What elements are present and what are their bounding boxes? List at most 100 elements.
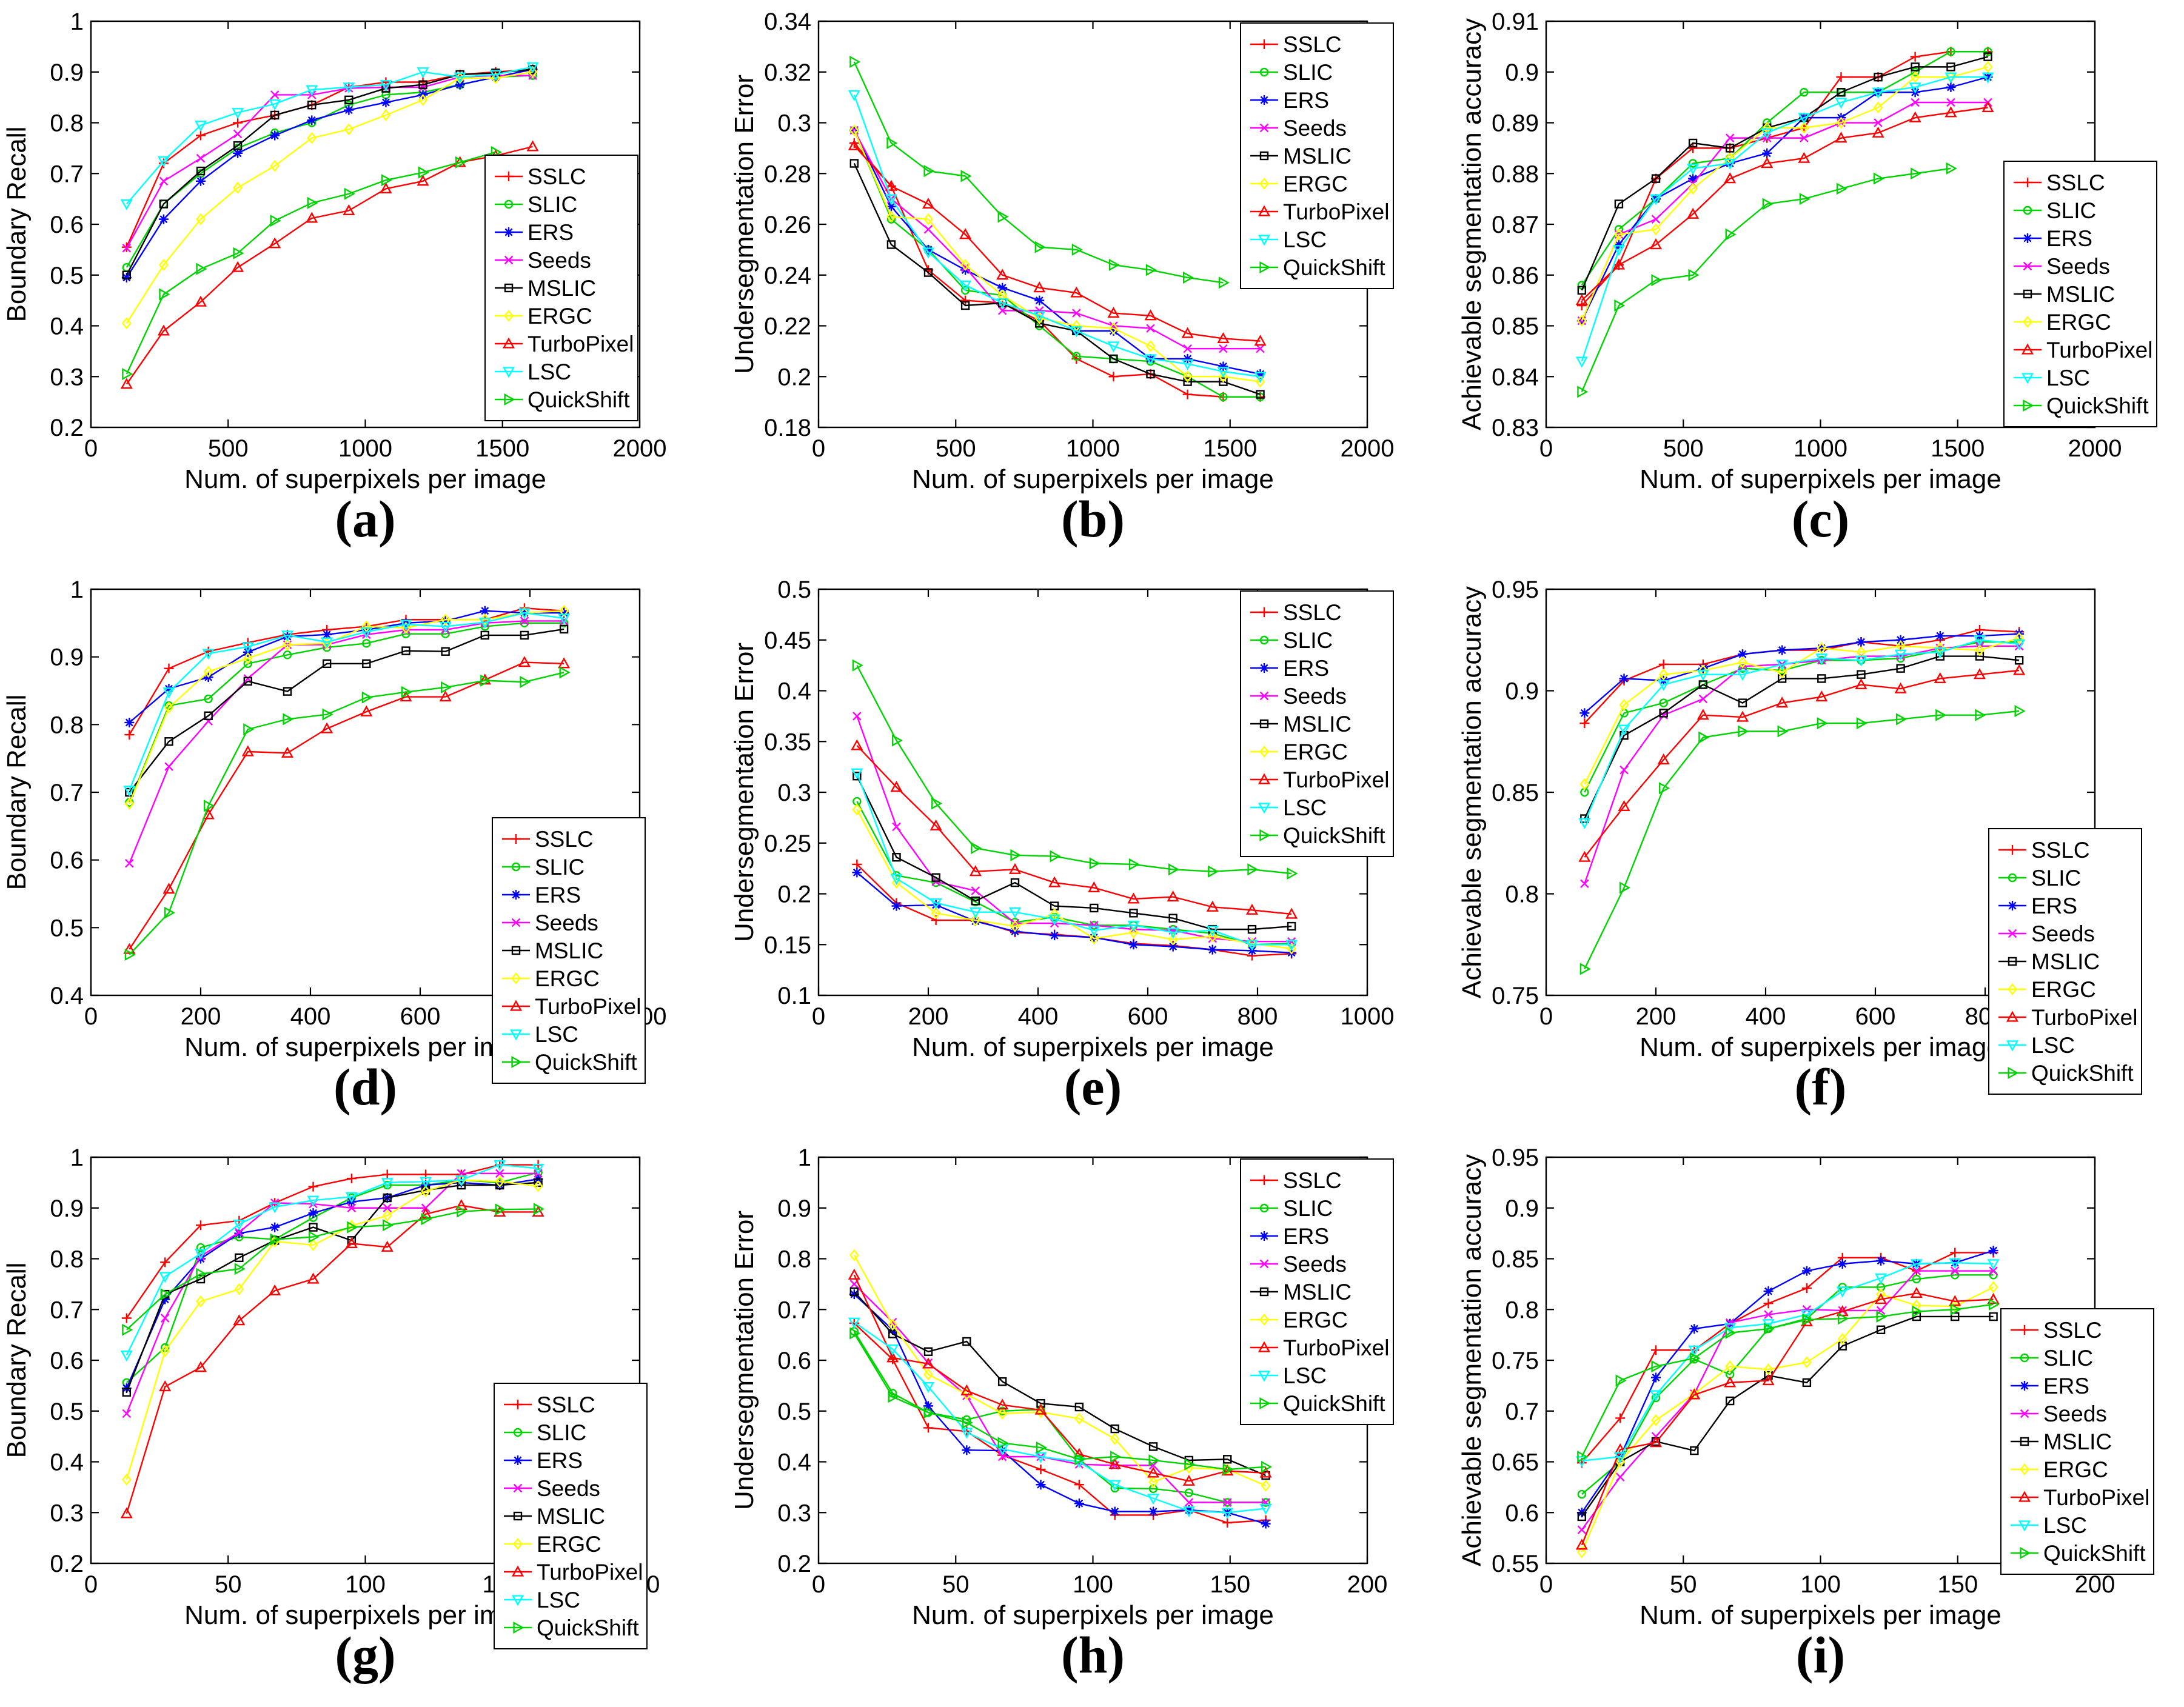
series-MSLIC <box>1577 52 1992 295</box>
legend-label-ERS: ERS <box>537 1448 583 1473</box>
svg-text:400: 400 <box>1746 1003 1786 1030</box>
svg-text:400: 400 <box>290 1003 331 1030</box>
legend: SSLC SLIC ERS Seeds MSLIC ERGC TurboPixel LSC Qu… <box>484 155 638 421</box>
chart-svg-d: 020040060080010000.40.50.60.70.80.91Num.… <box>2 576 666 1116</box>
legend-label-SLIC: SLIC <box>2046 198 2096 223</box>
legend-label-SLIC: SLIC <box>1283 628 1333 653</box>
subplot-e: 0 200 400 600 800 1000 0.1 0.15 0.2 0.25 0.3 0.35 0.… <box>728 568 1455 1136</box>
legend-label-Seeds: Seeds <box>1283 684 1347 709</box>
legend-label-ERS: ERS <box>1283 88 1329 113</box>
svg-text:0.7: 0.7 <box>1505 1398 1539 1425</box>
legend-label-MSLIC: MSLIC <box>2046 282 2115 307</box>
svg-text:0.5: 0.5 <box>50 915 84 941</box>
legend-label-ERS: ERS <box>2043 1374 2089 1398</box>
svg-text:0.9: 0.9 <box>1505 1195 1539 1222</box>
legend: SSLC SLIC ERS Seeds MSLIC ERGC TurboPixel LSC Qu… <box>1988 828 2142 1095</box>
svg-text:0.9: 0.9 <box>1505 59 1539 86</box>
svg-text:1: 1 <box>798 1144 811 1171</box>
svg-text:0.3: 0.3 <box>777 780 811 806</box>
subplot-caption-i: (i) <box>1796 1626 1845 1684</box>
x-axis-ticks: 0 500 1000 1500 2000 <box>1539 21 2122 462</box>
svg-text:0.28: 0.28 <box>764 161 811 187</box>
svg-text:2000: 2000 <box>1341 435 1395 462</box>
legend-label-MSLIC: MSLIC <box>535 938 603 963</box>
chart-svg-f: 020040060080010000.750.80.850.90.95Num. … <box>1457 576 2142 1116</box>
legend-label-ERGC: ERGC <box>1283 172 1348 196</box>
svg-text:0.26: 0.26 <box>764 212 811 238</box>
legend-label-LSC: LSC <box>1283 1363 1327 1388</box>
legend-label-Seeds: Seeds <box>528 248 591 273</box>
svg-text:0.6: 0.6 <box>777 1348 811 1374</box>
svg-text:0.9: 0.9 <box>50 644 84 671</box>
subplot-caption-g: (g) <box>335 1626 395 1684</box>
legend-label-LSC: LSC <box>2031 1033 2075 1058</box>
subplot-b: 0 500 1000 1500 2000 0.18 0.2 0.22 0.24 0.26 0.28 0… <box>728 0 1455 568</box>
series-QuickShift <box>122 146 502 381</box>
svg-text:50: 50 <box>215 1571 242 1598</box>
svg-text:0: 0 <box>84 435 98 462</box>
x-axis-label: Num. of superpixels per image <box>912 1600 1274 1630</box>
svg-text:0.6: 0.6 <box>1505 1500 1539 1526</box>
svg-text:800: 800 <box>1238 1003 1278 1030</box>
legend-label-LSC: LSC <box>1283 227 1327 252</box>
legend-label-QuickShift: QuickShift <box>2043 1541 2146 1566</box>
legend-label-MSLIC: MSLIC <box>537 1504 605 1529</box>
svg-text:0.2: 0.2 <box>777 1551 811 1577</box>
svg-text:0.2: 0.2 <box>50 415 84 441</box>
svg-text:0: 0 <box>812 1571 825 1598</box>
svg-text:200: 200 <box>1347 1571 1388 1598</box>
svg-text:0.2: 0.2 <box>777 364 811 390</box>
legend: SSLC SLIC ERS Seeds MSLIC ERGC TurboPixel LSC Qu… <box>1240 22 1394 289</box>
series-SLIC <box>125 618 569 807</box>
series-QuickShift <box>1577 1298 2000 1463</box>
series-TurboPixel <box>848 1268 1272 1486</box>
legend-label-Seeds: Seeds <box>2031 921 2095 946</box>
series-LSC <box>123 608 571 797</box>
svg-text:0.5: 0.5 <box>777 576 811 603</box>
legend-label-QuickShift: QuickShift <box>537 1615 639 1640</box>
svg-text:0: 0 <box>812 1003 825 1030</box>
series-ERS <box>121 64 538 282</box>
svg-text:200: 200 <box>908 1003 949 1030</box>
svg-text:0.25: 0.25 <box>764 830 811 857</box>
series-SSLC <box>849 1318 1271 1528</box>
svg-text:0.34: 0.34 <box>764 8 811 35</box>
chart-svg-g: 0501001502000.20.30.40.50.60.70.80.91Num… <box>2 1144 660 1684</box>
chart-svg-c: 0 500 1000 1500 2000 0.83 0.84 0.85 0.86 0.87 0.88… <box>1457 8 2157 548</box>
svg-text:0: 0 <box>812 435 825 462</box>
svg-text:1500: 1500 <box>1203 435 1257 462</box>
series-MSLIC <box>849 1287 1270 1480</box>
legend-label-SLIC: SLIC <box>537 1420 586 1445</box>
svg-text:0.89: 0.89 <box>1492 110 1539 137</box>
svg-text:0.75: 0.75 <box>1492 983 1539 1009</box>
legend-label-MSLIC: MSLIC <box>1283 144 1352 169</box>
legend-label-QuickShift: QuickShift <box>535 1050 637 1075</box>
svg-text:100: 100 <box>1800 1571 1841 1598</box>
subplot-caption-h: (h) <box>1061 1626 1125 1684</box>
x-axis-label: Num. of superpixels per image <box>1640 1032 2001 1062</box>
svg-text:1: 1 <box>70 576 84 603</box>
svg-text:0.4: 0.4 <box>777 678 811 705</box>
subplot-d: 020040060080010000.40.50.60.70.80.91Num.… <box>0 568 728 1136</box>
chart-svg-i: 0 50 100 150 200 0.55 0.6 0.65 0.7 0.75 0.8 0.85 0.9… <box>1457 1144 2154 1684</box>
legend-label-ERGC: ERGC <box>537 1532 601 1557</box>
series-LSC <box>848 1317 1272 1519</box>
svg-text:0: 0 <box>1539 435 1553 462</box>
series-QuickShift <box>852 659 1298 880</box>
series-QuickShift <box>1579 704 2026 975</box>
svg-text:0.5: 0.5 <box>50 1398 84 1425</box>
svg-text:0.6: 0.6 <box>50 212 84 238</box>
svg-text:0.2: 0.2 <box>777 881 811 908</box>
x-axis-ticks: 0 500 1000 1500 2000 <box>812 21 1395 462</box>
legend-label-LSC: LSC <box>528 359 571 384</box>
svg-text:0.4: 0.4 <box>50 313 84 340</box>
svg-text:0.95: 0.95 <box>1492 576 1539 603</box>
subplot-caption-f: (f) <box>1795 1058 1847 1116</box>
legend-label-SLIC: SLIC <box>535 855 585 880</box>
series-LSC <box>120 62 539 210</box>
svg-text:0.84: 0.84 <box>1492 364 1539 390</box>
series-TurboPixel <box>120 1199 544 1518</box>
svg-text:0.8: 0.8 <box>50 712 84 738</box>
series-LSC <box>851 768 1298 951</box>
subplot-caption-e: (e) <box>1064 1058 1122 1116</box>
